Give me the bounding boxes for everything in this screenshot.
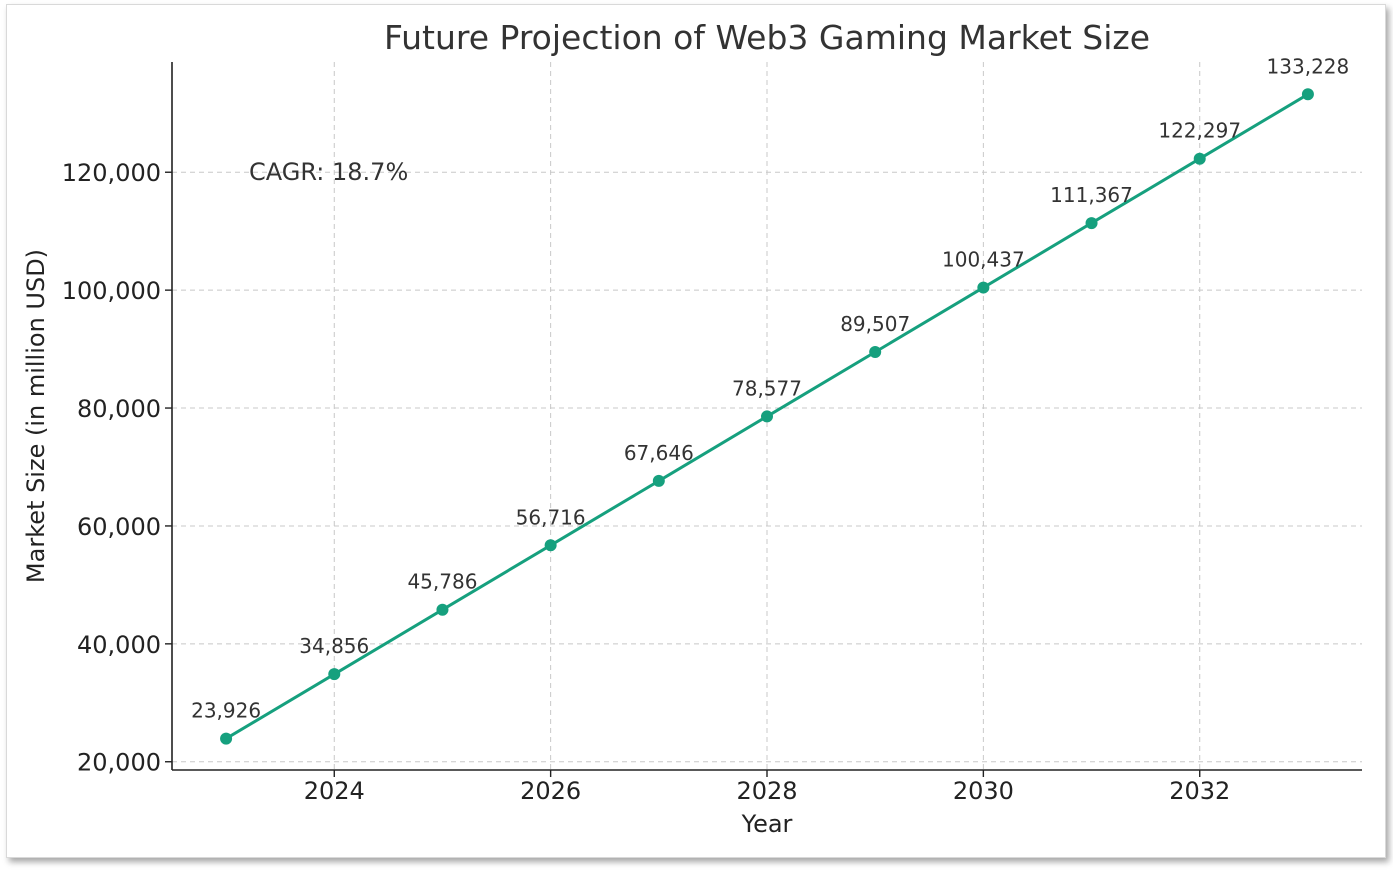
- data-point: [869, 345, 882, 358]
- data-point: [328, 668, 341, 681]
- data-label: 23,926: [191, 699, 261, 723]
- data-label: 89,507: [840, 312, 910, 336]
- chart-frame: [6, 4, 1386, 858]
- y-axis-ticks: 20,000 40,000 60,000 80,000 100,000 120,000: [62, 159, 172, 777]
- data-point: [436, 603, 449, 616]
- data-point: [544, 539, 557, 552]
- data-point: [761, 410, 773, 423]
- data-label: 78,577: [732, 376, 802, 400]
- x-tick-label: 2028: [736, 777, 797, 805]
- x-tick-label: 2030: [953, 777, 1014, 805]
- cagr-annotation: CAGR: 18.7%: [249, 158, 408, 186]
- data-point: [977, 281, 990, 294]
- data-point: [220, 732, 233, 745]
- x-tick-label: 2026: [520, 777, 581, 805]
- data-point: [1193, 152, 1206, 165]
- data-label: 122,297: [1158, 119, 1241, 143]
- data-label: 67,646: [624, 441, 694, 465]
- data-point: [1085, 217, 1098, 230]
- y-tick-label: 20,000: [77, 749, 161, 777]
- x-tick-label: 2032: [1169, 777, 1230, 805]
- data-label: 111,367: [1050, 183, 1133, 207]
- y-tick-label: 60,000: [77, 513, 161, 541]
- x-axis-label: Year: [741, 810, 793, 838]
- x-axis-ticks: 2024 2026 2028 2030 2032: [304, 770, 1230, 805]
- data-label: 133,228: [1267, 54, 1350, 78]
- data-label: 56,716: [516, 505, 586, 529]
- y-tick-label: 120,000: [62, 159, 161, 187]
- series-market-size: [220, 88, 1314, 745]
- data-label: 100,437: [942, 248, 1025, 272]
- y-tick-label: 100,000: [62, 277, 161, 305]
- chart-title: Future Projection of Web3 Gaming Market …: [384, 18, 1150, 57]
- data-labels: 23,926 34,856 45,786 56,716 67,646 78,577 89,5…: [191, 54, 1349, 722]
- y-axis-label: Market Size (in million USD): [22, 249, 50, 583]
- data-label: 34,856: [299, 634, 369, 658]
- data-label: 45,786: [407, 570, 477, 594]
- y-tick-label: 80,000: [77, 395, 161, 423]
- y-tick-label: 40,000: [77, 631, 161, 659]
- data-point: [652, 474, 665, 487]
- data-point: [1301, 88, 1314, 101]
- x-tick-label: 2024: [304, 777, 365, 805]
